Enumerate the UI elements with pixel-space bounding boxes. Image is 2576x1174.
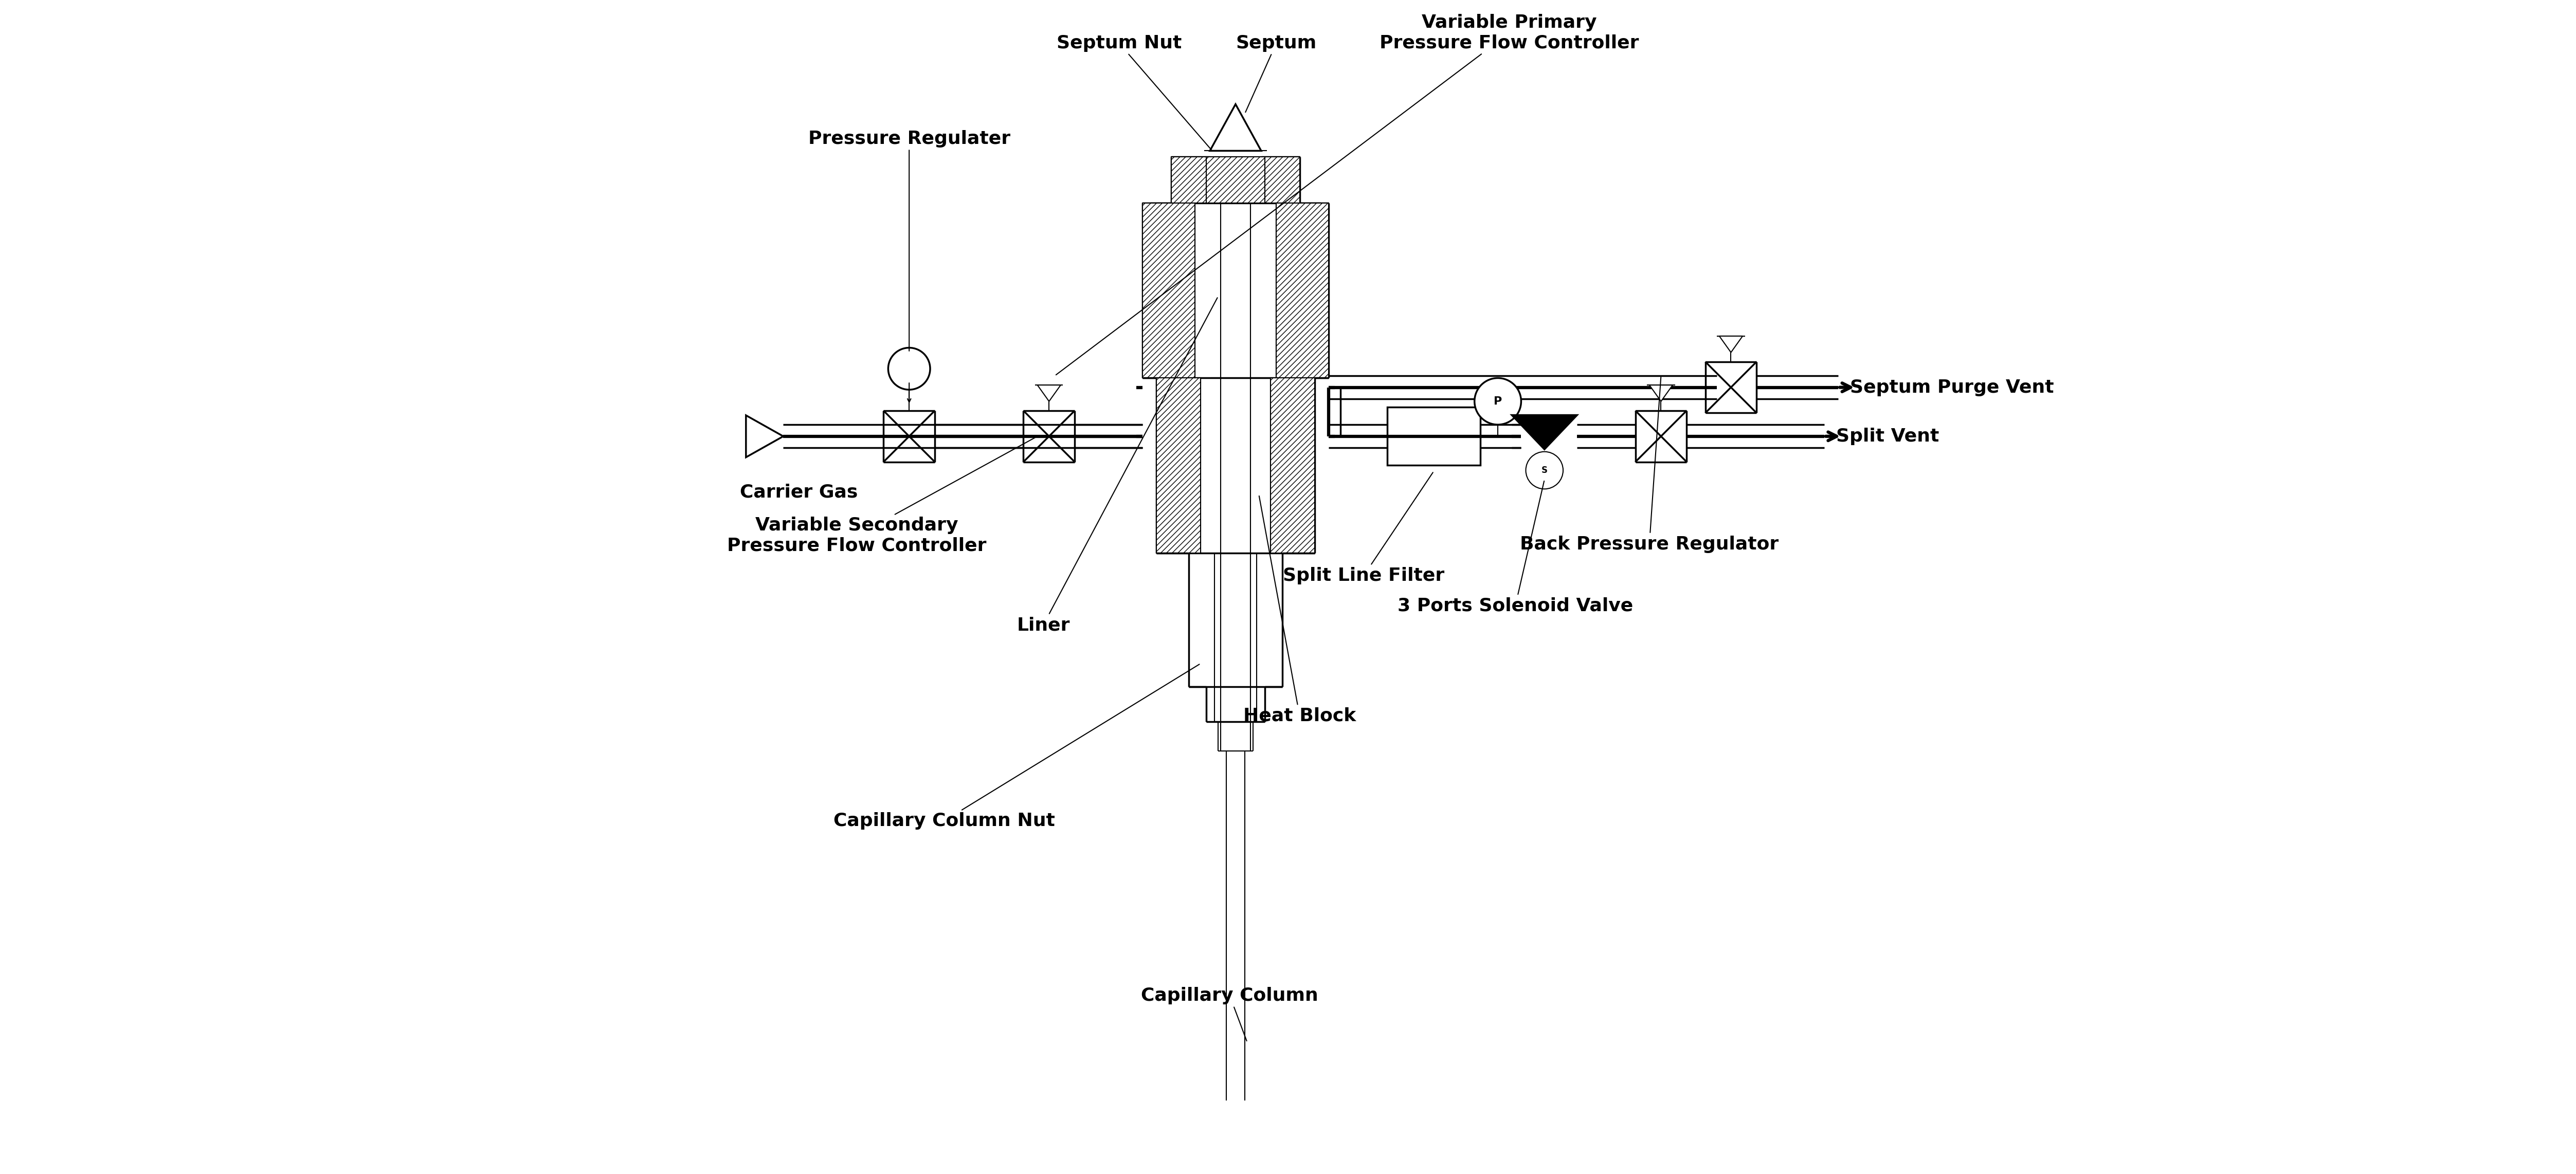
Text: S: S: [1540, 466, 1548, 475]
Bar: [1157, 378, 1200, 553]
Text: Capillary Column Nut: Capillary Column Nut: [835, 664, 1200, 830]
Polygon shape: [1649, 385, 1672, 402]
Bar: [1270, 378, 1314, 553]
Text: P: P: [1494, 396, 1502, 406]
Text: Split Vent: Split Vent: [1837, 427, 1940, 445]
Circle shape: [1525, 452, 1564, 488]
Bar: [1275, 203, 1329, 378]
Bar: [1172, 156, 1301, 203]
Polygon shape: [1512, 416, 1577, 450]
Text: Capillary Column: Capillary Column: [1141, 987, 1319, 1041]
Bar: [1386, 407, 1481, 465]
Bar: [1141, 203, 1195, 378]
Text: Back Pressure Regulator: Back Pressure Regulator: [1520, 377, 1780, 553]
Text: Pressure Regulater: Pressure Regulater: [809, 130, 1010, 351]
Text: Septum Nut: Septum Nut: [1056, 34, 1211, 150]
Polygon shape: [1038, 385, 1061, 402]
Circle shape: [889, 348, 930, 390]
Text: Split Line Filter: Split Line Filter: [1283, 472, 1445, 585]
Text: Variable Secondary
Pressure Flow Controller: Variable Secondary Pressure Flow Control…: [726, 437, 1036, 554]
Polygon shape: [747, 416, 783, 457]
Text: Septum: Septum: [1236, 34, 1316, 113]
Text: Septum Purge Vent: Septum Purge Vent: [1850, 379, 2053, 396]
Text: Variable Primary
Pressure Flow Controller: Variable Primary Pressure Flow Controlle…: [1056, 14, 1638, 375]
Polygon shape: [1718, 336, 1741, 352]
Text: 3 Ports Solenoid Valve: 3 Ports Solenoid Valve: [1399, 481, 1633, 614]
Text: Heat Block: Heat Block: [1244, 495, 1355, 724]
Text: Liner: Liner: [1018, 298, 1218, 634]
Polygon shape: [1211, 104, 1262, 150]
Circle shape: [1473, 378, 1522, 425]
Text: Carrier Gas: Carrier Gas: [739, 484, 858, 501]
